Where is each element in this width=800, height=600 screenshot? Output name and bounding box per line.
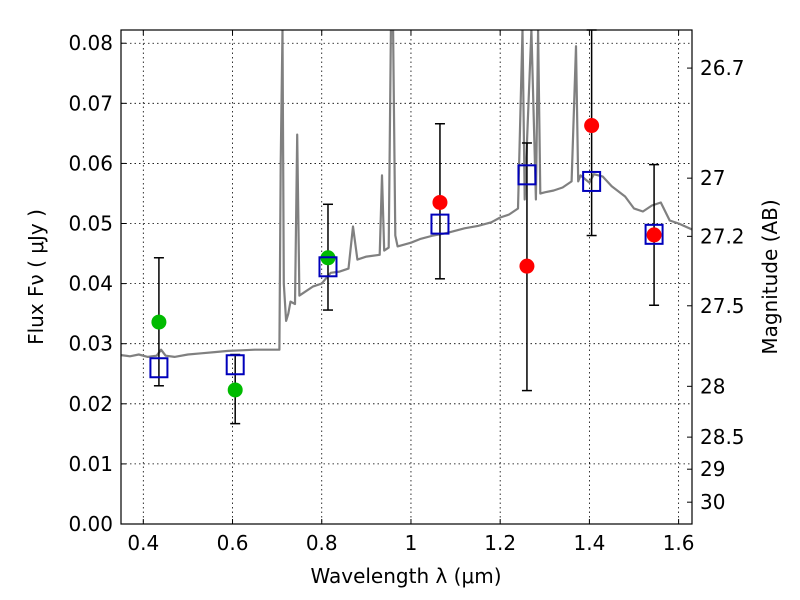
- y-axis-label: Flux Fν ( μJy ): [24, 209, 48, 345]
- y-tick-label: 0.06: [68, 151, 113, 175]
- y-tick-label: 0.05: [68, 212, 113, 236]
- data-point-square: [644, 223, 664, 245]
- data-point-circle: [151, 314, 167, 330]
- x-tick-label: 1.4: [573, 531, 605, 555]
- data-point-circle: [227, 382, 243, 398]
- data-point-square: [149, 357, 169, 379]
- data-point-square: [225, 354, 245, 376]
- plot-frame: [120, 29, 693, 525]
- data-point-square: [517, 164, 537, 186]
- y-tick-label: 0.07: [68, 91, 113, 115]
- data-point-circle: [432, 194, 448, 210]
- y-tick-label: 0.00: [68, 512, 113, 536]
- x-tick-label: 1.6: [663, 531, 695, 555]
- right-tick-label: 27.5: [700, 294, 745, 318]
- y-tick-label: 0.01: [68, 452, 113, 476]
- x-tick-label: 0.4: [127, 531, 159, 555]
- y-tick-label: 0.08: [68, 31, 113, 55]
- right-tick-label: 28: [700, 374, 725, 398]
- y-axis-right-label: Magnitude (AB): [758, 199, 782, 354]
- y-axis-right: 26.7 27 27.2 27.5 28 28.5 29 30: [687, 56, 745, 514]
- right-tick-label: 29: [700, 457, 725, 481]
- data-point-circle: [584, 118, 600, 134]
- data-markers: [149, 118, 664, 398]
- y-tick-label: 0.02: [68, 392, 113, 416]
- x-tick-label: 1.2: [484, 531, 516, 555]
- data-point-square: [318, 256, 338, 278]
- grid: [121, 30, 692, 525]
- right-tick-label: 30: [700, 490, 725, 514]
- x-axis-label: Wavelength λ (μm): [310, 564, 501, 588]
- spectrum-line: [121, 30, 692, 358]
- y-tick-label: 0.03: [68, 332, 113, 356]
- data-point-square: [582, 170, 602, 192]
- data-point-circle: [646, 227, 662, 243]
- x-axis: 0.4 0.6 0.8 1 1.2 1.4 1.6: [127, 30, 695, 555]
- data-point-circle: [519, 258, 535, 274]
- right-tick-label: 26.7: [700, 56, 745, 80]
- error-bars: [153, 29, 660, 425]
- right-tick-label: 28.5: [700, 425, 745, 449]
- data-point-square: [430, 213, 450, 235]
- x-tick-label: 0.8: [306, 531, 338, 555]
- right-tick-label: 27.2: [700, 224, 745, 248]
- x-tick-label: 1: [405, 531, 418, 555]
- y-axis-left: 0.00 0.01 0.02 0.03 0.04 0.05 0.06 0.07 0.08: [68, 31, 126, 536]
- x-tick-label: 0.6: [217, 531, 249, 555]
- spectrum-layer: [121, 30, 692, 358]
- y-tick-label: 0.04: [68, 272, 113, 296]
- right-tick-label: 27: [700, 166, 725, 190]
